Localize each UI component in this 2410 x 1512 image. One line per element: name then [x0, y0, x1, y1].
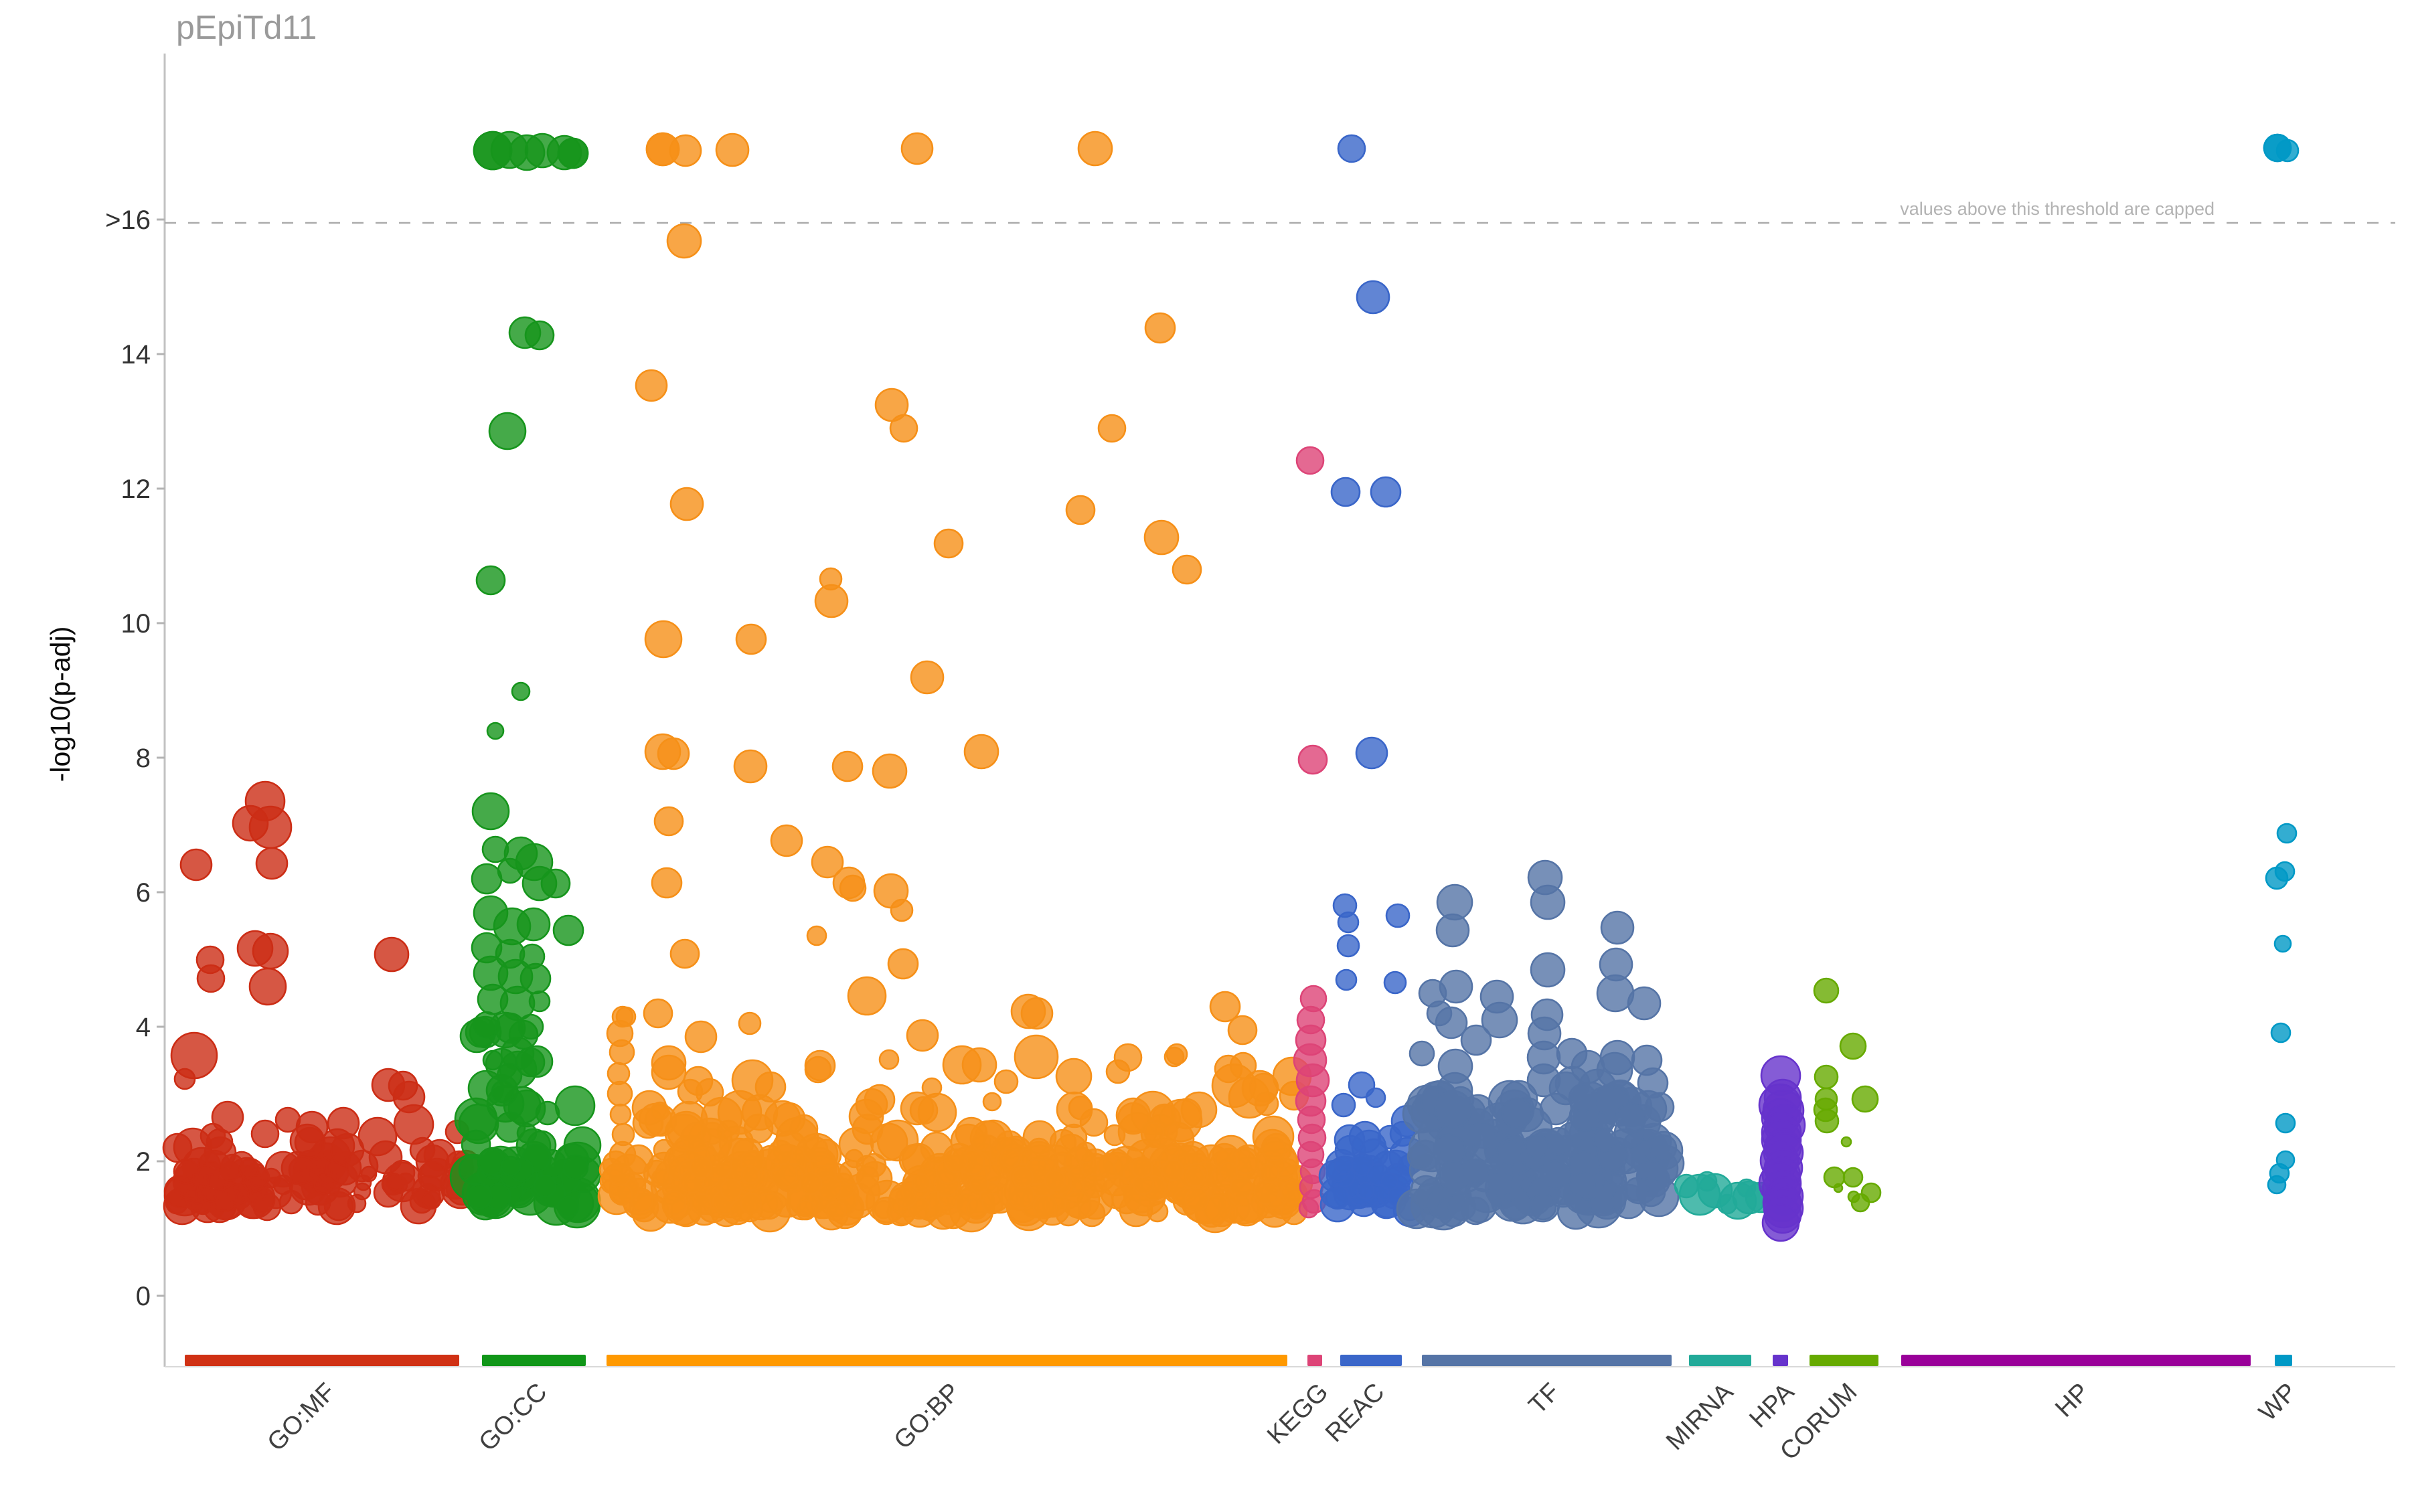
- svg-text:values above this threshold ar: values above this threshold are capped: [1900, 199, 2215, 219]
- svg-text:2: 2: [136, 1147, 151, 1177]
- svg-text:0: 0: [136, 1282, 151, 1311]
- svg-text:10: 10: [121, 609, 151, 639]
- svg-text:8: 8: [136, 744, 151, 773]
- svg-text:6: 6: [136, 878, 151, 908]
- svg-text:12: 12: [121, 475, 151, 504]
- svg-text:4: 4: [136, 1013, 151, 1042]
- svg-text:-log10(p-adj): -log10(p-adj): [45, 626, 76, 782]
- svg-text:>16: >16: [105, 205, 151, 235]
- svg-text:pEpiTd11: pEpiTd11: [176, 9, 317, 46]
- svg-text:14: 14: [121, 340, 151, 369]
